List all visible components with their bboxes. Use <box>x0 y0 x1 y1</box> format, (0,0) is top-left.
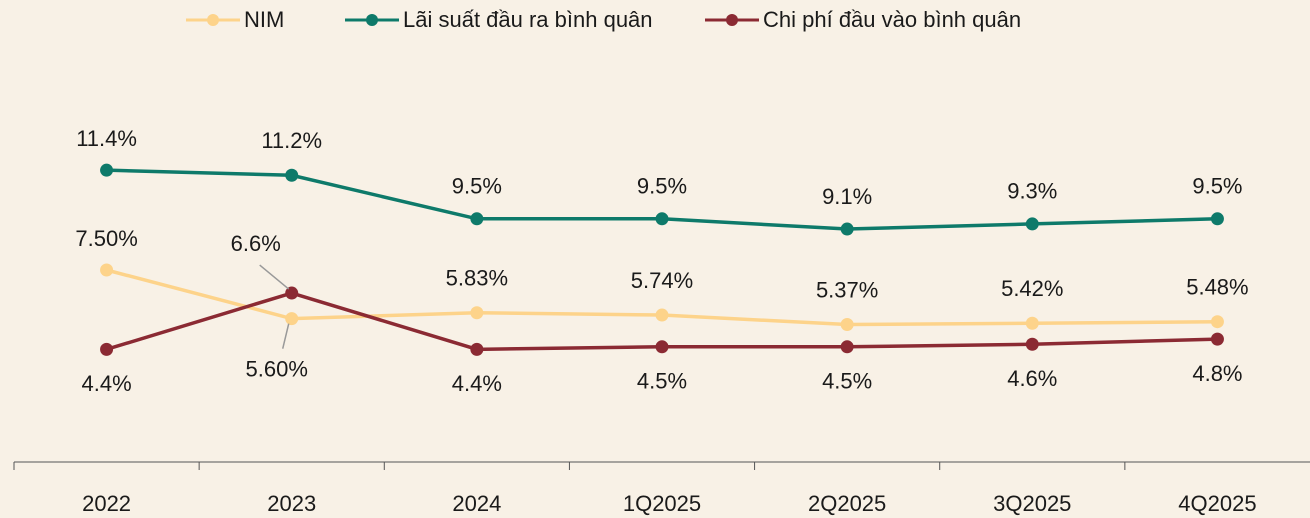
data-label: 5.74% <box>631 268 693 293</box>
x-tick-label: 4Q2025 <box>1178 491 1256 516</box>
data-point <box>840 340 854 354</box>
legend-label: NIM <box>244 7 284 32</box>
data-label: 4.5% <box>822 369 872 394</box>
data-label: 4.8% <box>1192 361 1242 386</box>
data-point <box>100 342 114 356</box>
data-point <box>840 318 854 332</box>
data-point <box>1210 315 1224 329</box>
data-point <box>470 342 484 356</box>
data-point <box>655 212 669 226</box>
data-label: 7.50% <box>75 226 137 251</box>
leader-line <box>281 323 290 349</box>
data-label: 5.60% <box>246 356 308 381</box>
data-label: 4.4% <box>452 371 502 396</box>
data-point <box>100 163 114 177</box>
leader-line <box>259 264 290 290</box>
x-tick-label: 2024 <box>452 491 501 516</box>
x-tick-label: 2Q2025 <box>808 491 886 516</box>
legend-marker <box>207 14 219 26</box>
data-label: 6.6% <box>231 231 281 256</box>
data-point <box>840 222 854 236</box>
legend-label: Lãi suất đầu ra bình quân <box>403 7 653 32</box>
data-point <box>470 306 484 320</box>
data-point <box>100 263 114 277</box>
data-point <box>285 286 299 300</box>
x-tick-label: 3Q2025 <box>993 491 1071 516</box>
data-point <box>1210 332 1224 346</box>
data-label: 5.37% <box>816 277 878 302</box>
data-label: 9.3% <box>1007 179 1057 204</box>
data-point <box>470 212 484 226</box>
data-point <box>655 340 669 354</box>
x-tick-label: 1Q2025 <box>623 491 701 516</box>
x-tick-label: 2022 <box>82 491 131 516</box>
data-label: 11.2% <box>261 128 322 153</box>
data-label: 9.5% <box>637 174 687 199</box>
data-point <box>1210 212 1224 226</box>
data-label: 4.5% <box>637 369 687 394</box>
data-label: 9.1% <box>822 184 872 209</box>
data-point <box>285 312 299 326</box>
data-label: 5.42% <box>1001 276 1063 301</box>
data-point <box>1025 316 1039 330</box>
data-label: 11.4% <box>76 126 137 151</box>
legend-marker <box>366 14 378 26</box>
data-label: 5.48% <box>1186 275 1248 300</box>
data-label: 9.5% <box>452 174 502 199</box>
data-label: 5.83% <box>446 266 508 291</box>
x-tick-label: 2023 <box>267 491 316 516</box>
data-point <box>285 168 299 182</box>
data-label: 9.5% <box>1192 174 1242 199</box>
legend-marker <box>726 14 738 26</box>
data-point <box>1025 217 1039 231</box>
data-label: 4.4% <box>81 371 131 396</box>
data-point <box>655 308 669 322</box>
data-point <box>1025 337 1039 351</box>
data-label: 4.6% <box>1007 366 1057 391</box>
legend-label: Chi phí đầu vào bình quân <box>763 7 1021 32</box>
